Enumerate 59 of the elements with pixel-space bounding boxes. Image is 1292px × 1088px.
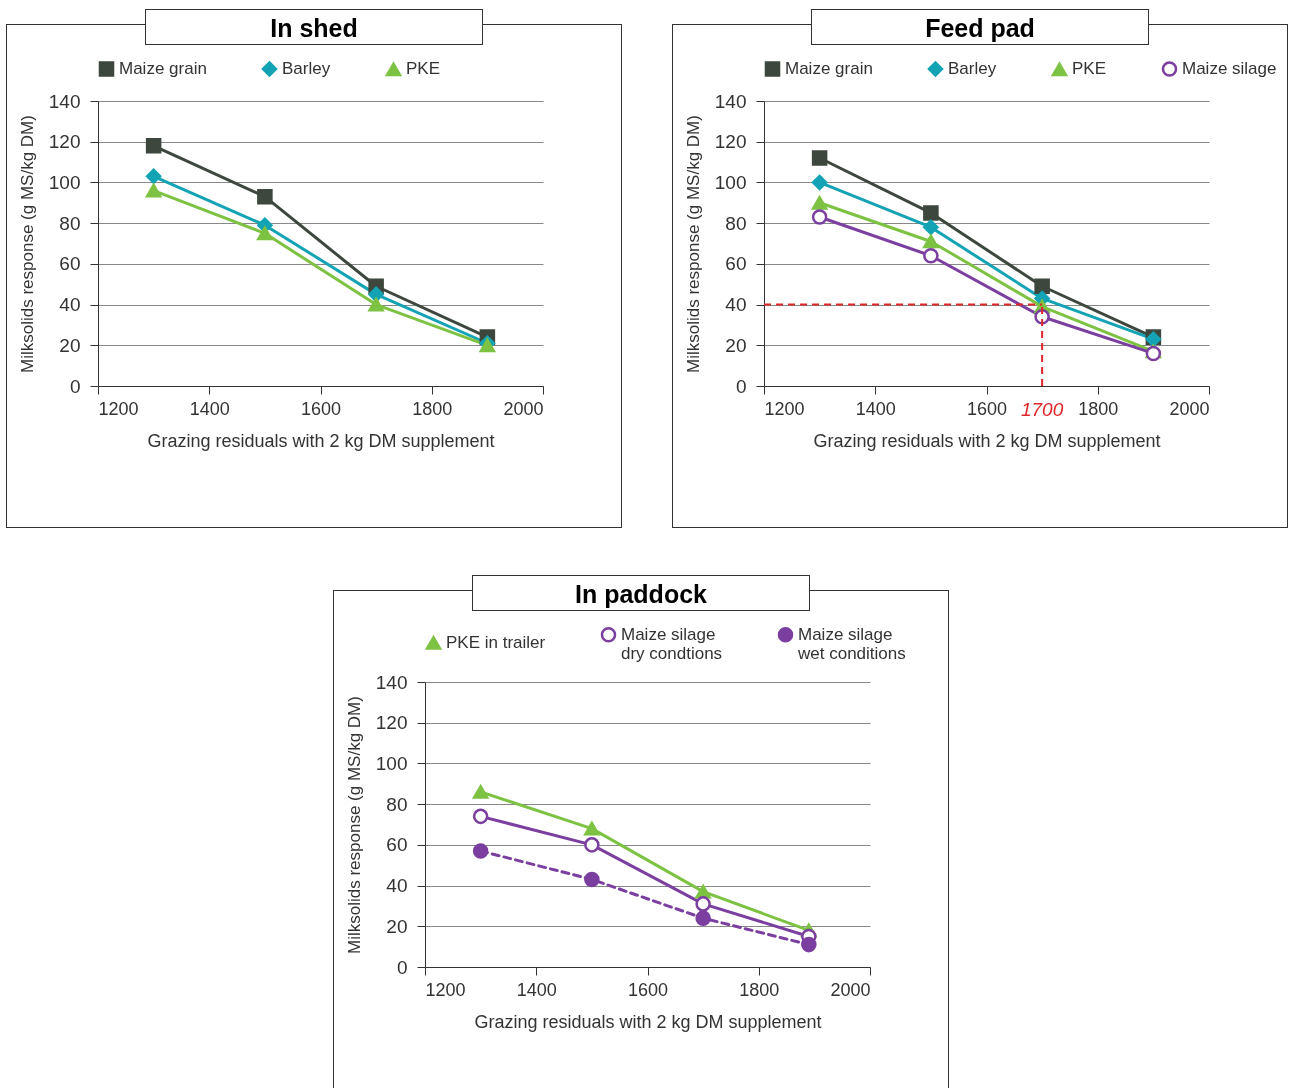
x-tick-label: 2000 [830,979,871,1000]
y-tick-label: 120 [48,131,81,153]
ref-line-label: 1700 [1020,399,1064,420]
x-axis-title: Grazing residuals with 2 kg DM supplement [813,430,1161,451]
x-tick-label: 1600 [627,979,669,1000]
x-axis-title: Grazing residuals with 2 kg DM supplement [147,430,495,451]
y-tick-label: 60 [386,834,408,856]
y-tick-label: 20 [725,334,747,356]
legend-label: PKE in trailer [446,632,546,652]
legend-label: Maize silage [1182,58,1277,78]
x-tick-label: 2000 [1169,398,1210,419]
x-tick-label: 1800 [412,398,453,419]
y-tick-label: 100 [375,752,408,774]
y-tick-label: 140 [375,671,408,693]
y-tick-label: 0 [69,375,81,397]
y-tick-label: 40 [59,294,81,316]
legend-label: Barley [282,58,331,78]
y-tick-label: 0 [396,956,408,978]
x-tick-label: 1400 [516,979,557,1000]
y-tick-label: 100 [48,171,81,193]
y-tick-label: 0 [735,375,747,397]
y-tick-label: 20 [59,334,81,356]
x-tick-label: 1400 [855,398,896,419]
legend-label: Maize grain [785,58,873,78]
legend-label: Maize grain [119,58,207,78]
x-tick-label: 1200 [98,398,139,419]
y-tick-label: 20 [386,915,408,937]
y-tick-label: 140 [48,90,81,112]
x-axis-title: Grazing residuals with 2 kg DM supplement [474,1011,822,1032]
x-tick-label: 1800 [1078,398,1119,419]
y-axis-title: Milksolids response (g MS/kg DM) [344,696,364,954]
x-tick-label: 1800 [739,979,780,1000]
y-tick-label: 100 [714,171,747,193]
chart-title: Feed pad [811,9,1149,45]
y-tick-label: 120 [375,712,408,734]
legend-label: Maize silage wet conditions [797,624,906,663]
y-tick-label: 80 [386,793,408,815]
x-tick-label: 1200 [764,398,805,419]
x-tick-label: 2000 [503,398,544,419]
x-tick-label: 1600 [966,398,1008,419]
legend-label: Maize silage dry condtions [621,624,723,663]
y-axis-title: Milksolids response (g MS/kg DM) [17,115,37,373]
legend-label: PKE [1072,59,1107,79]
y-tick-label: 80 [725,212,747,234]
y-tick-label: 80 [59,212,81,234]
y-tick-label: 40 [386,875,408,897]
x-tick-label: 1600 [300,398,342,419]
y-tick-label: 60 [59,253,81,275]
chart-title: In shed [145,9,483,45]
chart-title: In paddock [472,575,810,611]
x-tick-label: 1200 [425,979,466,1000]
y-tick-label: 60 [725,253,747,275]
y-tick-label: 140 [714,90,747,112]
y-tick-label: 40 [725,294,747,316]
y-tick-label: 120 [714,131,747,153]
legend-label: PKE [406,59,441,79]
x-tick-label: 1400 [189,398,230,419]
legend-label: Barley [948,58,997,78]
y-axis-title: Milksolids response (g MS/kg DM) [683,115,703,373]
